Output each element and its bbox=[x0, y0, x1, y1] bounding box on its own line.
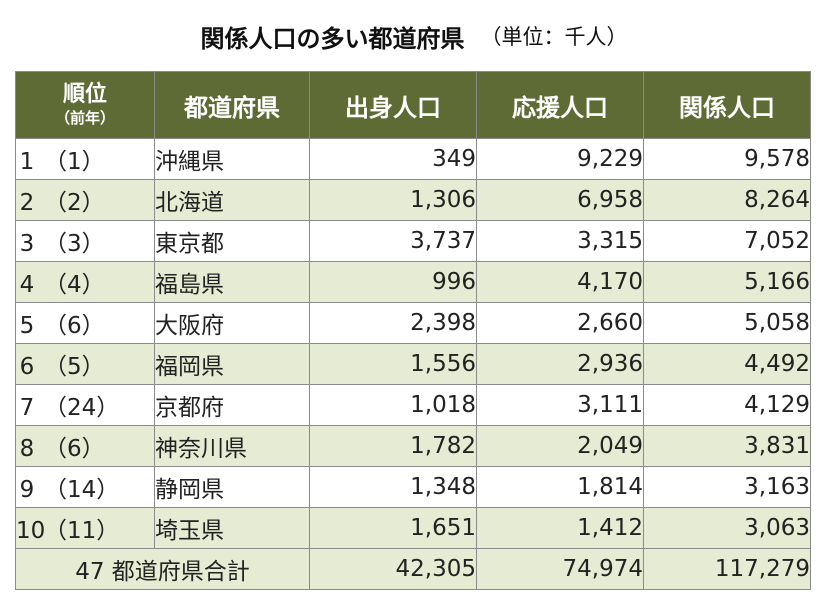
previous-rank: （6） bbox=[44, 436, 105, 462]
prefecture-cell: 埼玉県 bbox=[154, 507, 310, 549]
support-cell: 1,412 bbox=[476, 507, 644, 549]
previous-rank: （3） bbox=[44, 231, 105, 257]
header-support-population: 応援人口 bbox=[476, 71, 644, 139]
table-row: 10（11） 埼玉県 1,651 1,412 3,063 bbox=[15, 507, 811, 549]
support-cell: 2,049 bbox=[476, 425, 644, 467]
prefecture-cell: 静岡県 bbox=[154, 466, 310, 508]
related-cell: 3,831 bbox=[643, 425, 811, 467]
previous-rank: （24） bbox=[44, 395, 120, 421]
origin-cell: 1,348 bbox=[309, 466, 477, 508]
rank-number: 10 bbox=[16, 518, 46, 544]
prefecture-cell: 福岡県 bbox=[154, 343, 310, 385]
rank-number: 3 bbox=[19, 231, 35, 257]
support-cell: 3,111 bbox=[476, 384, 644, 426]
support-cell: 9,229 bbox=[476, 138, 644, 180]
rank-cell: 6 （5） bbox=[15, 343, 155, 385]
related-cell: 4,492 bbox=[643, 343, 811, 385]
rank-cell: 9 （14） bbox=[15, 466, 155, 508]
table-row: 4 （4） 福島県 996 4,170 5,166 bbox=[15, 261, 811, 303]
origin-cell: 1,782 bbox=[309, 425, 477, 467]
origin-cell: 996 bbox=[309, 261, 477, 303]
rank-cell: 1 （1） bbox=[15, 138, 155, 180]
total-support-cell: 74,974 bbox=[476, 548, 644, 590]
prefecture-cell: 神奈川県 bbox=[154, 425, 310, 467]
total-origin-cell: 42,305 bbox=[309, 548, 477, 590]
related-cell: 4,129 bbox=[643, 384, 811, 426]
previous-rank: （5） bbox=[44, 354, 105, 380]
rank-number: 6 bbox=[19, 354, 35, 380]
support-cell: 6,958 bbox=[476, 179, 644, 221]
unit-note: （単位：千人） bbox=[480, 25, 628, 49]
prefecture-cell: 大阪府 bbox=[154, 302, 310, 344]
table-row: 1 （1） 沖縄県 349 9,229 9,578 bbox=[15, 138, 811, 180]
table-row: 6 （5） 福岡県 1,556 2,936 4,492 bbox=[15, 343, 811, 385]
origin-cell: 349 bbox=[309, 138, 477, 180]
header-rank-label: 順位 bbox=[62, 82, 107, 107]
related-cell: 3,163 bbox=[643, 466, 811, 508]
support-cell: 1,814 bbox=[476, 466, 644, 508]
previous-rank: （1） bbox=[44, 149, 105, 175]
rank-cell: 7 （24） bbox=[15, 384, 155, 426]
rank-cell: 5 （6） bbox=[15, 302, 155, 344]
origin-cell: 1,018 bbox=[309, 384, 477, 426]
previous-rank: （11） bbox=[44, 518, 120, 544]
origin-cell: 3,737 bbox=[309, 220, 477, 262]
table-title: 関係人口の多い都道府県 bbox=[200, 24, 465, 53]
rank-number: 9 bbox=[19, 477, 35, 503]
previous-rank: （6） bbox=[44, 313, 105, 339]
header-origin-population: 出身人口 bbox=[309, 71, 477, 139]
rank-number: 8 bbox=[19, 436, 35, 462]
total-label: 47 都道府県合計 bbox=[15, 548, 310, 590]
prefecture-cell: 福島県 bbox=[154, 261, 310, 303]
previous-rank: （4） bbox=[44, 272, 105, 298]
rank-cell: 8 （6） bbox=[15, 425, 155, 467]
previous-rank: （14） bbox=[44, 477, 120, 503]
header-prefecture: 都道府県 bbox=[154, 71, 310, 139]
ranking-table: 順位 （前年） 都道府県 出身人口 応援人口 関係人口 1 （1） 沖縄県 349… bbox=[15, 71, 811, 590]
table-row: 5 （6） 大阪府 2,398 2,660 5,058 bbox=[15, 302, 811, 344]
rank-number: 2 bbox=[19, 190, 35, 216]
related-cell: 9,578 bbox=[643, 138, 811, 180]
support-cell: 2,660 bbox=[476, 302, 644, 344]
rank-number: 5 bbox=[19, 313, 35, 339]
related-cell: 7,052 bbox=[643, 220, 811, 262]
related-cell: 8,264 bbox=[643, 179, 811, 221]
origin-cell: 2,398 bbox=[309, 302, 477, 344]
rank-cell: 4 （4） bbox=[15, 261, 155, 303]
origin-cell: 1,556 bbox=[309, 343, 477, 385]
table-row: 9 （14） 静岡県 1,348 1,814 3,163 bbox=[15, 466, 811, 508]
previous-rank: （2） bbox=[44, 190, 105, 216]
prefecture-cell: 東京都 bbox=[154, 220, 310, 262]
table-row: 8 （6） 神奈川県 1,782 2,049 3,831 bbox=[15, 425, 811, 467]
title-row: 関係人口の多い都道府県 （単位：千人） bbox=[0, 14, 828, 58]
table-row: 7 （24） 京都府 1,018 3,111 4,129 bbox=[15, 384, 811, 426]
rank-cell: 10（11） bbox=[15, 507, 155, 549]
total-related-cell: 117,279 bbox=[643, 548, 811, 590]
rank-number: 4 bbox=[19, 272, 35, 298]
table-row: 2 （2） 北海道 1,306 6,958 8,264 bbox=[15, 179, 811, 221]
support-cell: 3,315 bbox=[476, 220, 644, 262]
related-cell: 5,058 bbox=[643, 302, 811, 344]
rank-cell: 3 （3） bbox=[15, 220, 155, 262]
origin-cell: 1,651 bbox=[309, 507, 477, 549]
prefecture-cell: 北海道 bbox=[154, 179, 310, 221]
rank-number: 1 bbox=[19, 149, 35, 175]
prefecture-cell: 沖縄県 bbox=[154, 138, 310, 180]
related-cell: 5,166 bbox=[643, 261, 811, 303]
header-rank-sub-label: （前年） bbox=[54, 109, 115, 127]
header-related-population: 関係人口 bbox=[643, 71, 811, 139]
rank-cell: 2 （2） bbox=[15, 179, 155, 221]
total-row: 47 都道府県合計 42,305 74,974 117,279 bbox=[15, 548, 811, 590]
table-row: 3 （3） 東京都 3,737 3,315 7,052 bbox=[15, 220, 811, 262]
header-rank: 順位 （前年） bbox=[15, 71, 155, 139]
support-cell: 4,170 bbox=[476, 261, 644, 303]
header-row: 順位 （前年） 都道府県 出身人口 応援人口 関係人口 bbox=[15, 71, 811, 139]
support-cell: 2,936 bbox=[476, 343, 644, 385]
related-cell: 3,063 bbox=[643, 507, 811, 549]
rank-number: 7 bbox=[19, 395, 35, 421]
prefecture-cell: 京都府 bbox=[154, 384, 310, 426]
origin-cell: 1,306 bbox=[309, 179, 477, 221]
